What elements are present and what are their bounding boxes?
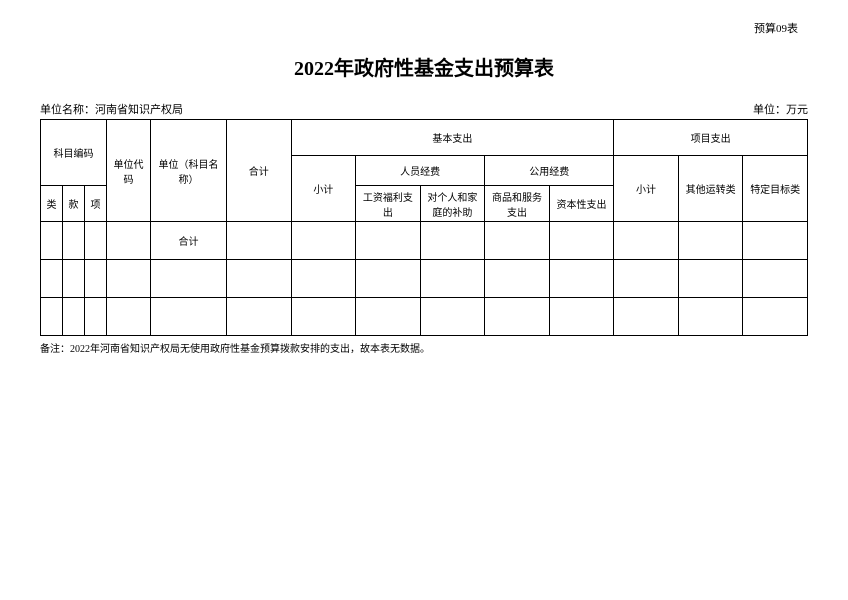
header-subtotal-project: 小计 bbox=[614, 156, 679, 222]
cell bbox=[743, 222, 808, 260]
cell bbox=[107, 298, 151, 336]
header-salary-welfare: 工资福利支出 bbox=[356, 186, 421, 222]
table-row: 合计 bbox=[41, 222, 808, 260]
unit-name-label: 单位名称： bbox=[40, 104, 95, 116]
cell bbox=[85, 260, 107, 298]
budget-table: 科目编码 单位代码 单位（科目名称） 合计 基本支出 项目支出 小计 人员经费 … bbox=[40, 119, 808, 336]
cell bbox=[41, 260, 63, 298]
footnote: 备注：2022年河南省知识产权局无使用政府性基金预算拨款安排的支出，故本表无数据… bbox=[40, 340, 808, 355]
cell bbox=[614, 260, 679, 298]
cell bbox=[420, 222, 485, 260]
cell bbox=[41, 222, 63, 260]
cell bbox=[151, 260, 227, 298]
header-total: 合计 bbox=[227, 120, 292, 222]
cell bbox=[485, 298, 550, 336]
cell bbox=[485, 222, 550, 260]
header-subtotal-basic: 小计 bbox=[291, 156, 356, 222]
header-personal-family: 对个人和家庭的补助 bbox=[420, 186, 485, 222]
header-unit-subject-name: 单位（科目名称） bbox=[151, 120, 227, 222]
header-public-expense: 公用经费 bbox=[485, 156, 614, 186]
header-subject-code: 科目编码 bbox=[41, 120, 107, 186]
cell bbox=[227, 222, 292, 260]
form-number: 预算09表 bbox=[40, 20, 808, 36]
cell bbox=[356, 222, 421, 260]
header-capital: 资本性支出 bbox=[549, 186, 614, 222]
table-row bbox=[41, 260, 808, 298]
cell bbox=[678, 222, 743, 260]
cell bbox=[85, 222, 107, 260]
cell bbox=[678, 260, 743, 298]
cell bbox=[107, 260, 151, 298]
cell bbox=[678, 298, 743, 336]
header-project-expense: 项目支出 bbox=[614, 120, 808, 156]
cell bbox=[41, 298, 63, 336]
cell bbox=[614, 222, 679, 260]
cell bbox=[743, 298, 808, 336]
cell bbox=[63, 298, 85, 336]
cell bbox=[291, 298, 356, 336]
cell bbox=[85, 298, 107, 336]
cell bbox=[549, 298, 614, 336]
row-total-label: 合计 bbox=[151, 222, 227, 260]
cell bbox=[549, 222, 614, 260]
header-goods-service: 商品和服务支出 bbox=[485, 186, 550, 222]
header-specific-target: 特定目标类 bbox=[743, 156, 808, 222]
header-unit-code: 单位代码 bbox=[107, 120, 151, 222]
unit-name-block: 单位名称：河南省知识产权局 bbox=[40, 101, 183, 117]
cell bbox=[614, 298, 679, 336]
cell bbox=[63, 260, 85, 298]
header-personnel-expense: 人员经费 bbox=[356, 156, 485, 186]
cell bbox=[151, 298, 227, 336]
unit-name-value: 河南省知识产权局 bbox=[95, 104, 183, 116]
cell bbox=[420, 260, 485, 298]
cell bbox=[107, 222, 151, 260]
cell bbox=[63, 222, 85, 260]
header-basic-expense: 基本支出 bbox=[291, 120, 614, 156]
cell bbox=[356, 298, 421, 336]
table-row bbox=[41, 298, 808, 336]
table-body: 合计 bbox=[41, 222, 808, 336]
cell bbox=[227, 260, 292, 298]
cell bbox=[291, 222, 356, 260]
cell bbox=[549, 260, 614, 298]
cell bbox=[743, 260, 808, 298]
page-title: 2022年政府性基金支出预算表 bbox=[40, 52, 808, 81]
cell bbox=[227, 298, 292, 336]
meta-row: 单位名称：河南省知识产权局 单位：万元 bbox=[40, 101, 808, 117]
header-item: 款 bbox=[63, 186, 85, 222]
header-other-transfer: 其他运转类 bbox=[678, 156, 743, 222]
cell bbox=[291, 260, 356, 298]
cell bbox=[420, 298, 485, 336]
table-header: 科目编码 单位代码 单位（科目名称） 合计 基本支出 项目支出 小计 人员经费 … bbox=[41, 120, 808, 222]
cell bbox=[485, 260, 550, 298]
header-sub: 项 bbox=[85, 186, 107, 222]
header-class: 类 bbox=[41, 186, 63, 222]
currency-unit: 单位：万元 bbox=[753, 101, 808, 117]
cell bbox=[356, 260, 421, 298]
